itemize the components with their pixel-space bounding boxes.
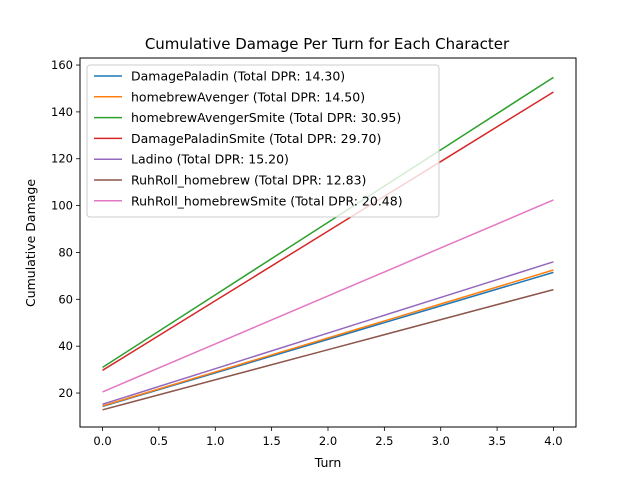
y-axis-label: Cumulative Damage — [23, 179, 38, 307]
y-tick-label: 60 — [58, 292, 73, 306]
x-tick-label: 0.5 — [150, 434, 168, 448]
legend-label-6: RuhRoll_homebrew (Total DPR: 12.83) — [131, 173, 366, 188]
y-tick-label: 100 — [51, 199, 73, 213]
plot-area — [102, 76, 554, 411]
x-tick-label: 4.0 — [544, 434, 562, 448]
series-line-2 — [102, 269, 554, 407]
legend-box — [86, 64, 440, 218]
legend-label-4: DamagePaladinSmite (Total DPR: 29.70) — [131, 131, 381, 146]
series-line-5 — [102, 261, 554, 405]
legend-label-1: DamagePaladin (Total DPR: 14.30) — [131, 69, 345, 84]
series-line-7 — [102, 199, 554, 393]
y-axis: 20 40 60 80 100 120 140 160 — [51, 58, 80, 400]
x-tick-label: 1.0 — [206, 434, 224, 448]
x-tick-label: 3.0 — [432, 434, 450, 448]
x-axis: 0.0 0.5 1.0 1.5 2.0 2.5 3.0 3.5 4.0 — [93, 427, 563, 448]
legend-label-5: Ladino (Total DPR: 15.20) — [131, 152, 289, 167]
x-axis-label: Turn — [314, 455, 342, 470]
series-line-4 — [102, 91, 554, 371]
y-tick-label: 140 — [51, 105, 73, 119]
legend: DamagePaladin (Total DPR: 14.30) homebrew… — [86, 64, 440, 218]
x-tick-label: 1.5 — [262, 434, 280, 448]
x-tick-label: 3.5 — [488, 434, 506, 448]
legend-label-3: homebrewAvengerSmite (Total DPR: 30.95) — [131, 110, 401, 125]
y-tick-label: 20 — [58, 386, 73, 400]
series-line-3 — [102, 76, 554, 369]
y-tick-label: 80 — [58, 245, 73, 259]
y-tick-label: 160 — [51, 58, 73, 72]
x-tick-label: 0.0 — [93, 434, 111, 448]
legend-label-7: RuhRoll_homebrewSmite (Total DPR: 20.48) — [131, 193, 403, 208]
series-line-6 — [102, 288, 554, 411]
x-tick-label: 2.5 — [375, 434, 393, 448]
y-tick-label: 40 — [58, 339, 73, 353]
x-tick-label: 2.0 — [319, 434, 337, 448]
chart-title: Cumulative Damage Per Turn for Each Char… — [145, 35, 510, 53]
legend-label-2: homebrewAvenger (Total DPR: 14.50) — [131, 89, 365, 104]
y-tick-label: 120 — [51, 152, 73, 166]
